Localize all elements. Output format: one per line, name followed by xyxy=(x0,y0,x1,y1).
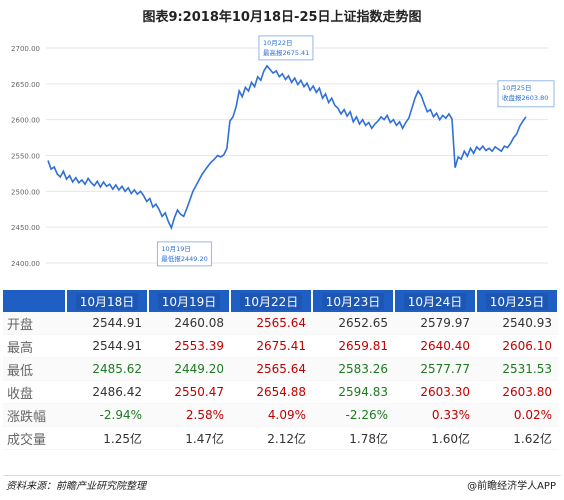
table-cell: 2485.62 xyxy=(66,357,148,381)
table-cell: -2.26% xyxy=(312,403,394,427)
index-table: 10月18日 10月19日 10月22日 10月23日 10月24日 10月25日 开盘 2… xyxy=(3,290,559,450)
index-line xyxy=(47,64,527,231)
row-label: 成交量 xyxy=(3,426,66,450)
table-row: 最低 2485.62 2449.20 2565.64 2583.26 2577.77 253… xyxy=(3,357,558,381)
table-cell: 1.78亿 xyxy=(312,426,394,450)
annotation-date: 10月25日 xyxy=(502,84,532,92)
row-label: 开盘 xyxy=(3,312,66,335)
annotation-label: 最低报2449.20 xyxy=(161,254,207,263)
table-cell: 0.02% xyxy=(476,403,558,427)
y-tick-label: 2700.00 xyxy=(11,45,40,53)
table-cell: 2550.47 xyxy=(148,380,230,404)
column-header-label: 10月18日 xyxy=(75,292,139,310)
footer-divider xyxy=(3,475,561,476)
column-header: 10月23日 xyxy=(312,290,395,312)
row-label: 最高 xyxy=(3,334,66,358)
line-chart: 2400.00 2450.00 2500.00 2550.00 2600.00 2650.… xyxy=(11,35,555,268)
table-cell: 2449.20 xyxy=(148,357,230,381)
column-header: 10月18日 xyxy=(66,290,149,312)
table-cell: 2565.64 xyxy=(230,357,312,381)
table-row: 开盘 2544.91 2460.08 2565.64 2652.65 2579.97 254… xyxy=(3,312,558,335)
y-tick-label: 2650.00 xyxy=(11,81,40,89)
y-tick-label: 2400.00 xyxy=(11,260,40,268)
column-header: 10月25日 xyxy=(476,290,559,312)
y-tick-label: 2500.00 xyxy=(11,188,40,196)
table-row: 成交量 1.25亿 1.47亿 2.12亿 1.78亿 1.60亿 1.62亿 xyxy=(3,426,558,450)
table-corner xyxy=(3,290,67,312)
table-cell: 1.60亿 xyxy=(394,426,476,450)
table-row: 最高 2544.91 2553.39 2675.41 2659.81 2640.40 260… xyxy=(3,334,558,358)
annotation-box xyxy=(258,35,314,61)
table-cell: -2.94% xyxy=(66,403,148,427)
column-header-label: 10月23日 xyxy=(321,292,385,310)
row-label: 收盘 xyxy=(3,380,66,404)
table-cell: 2583.26 xyxy=(312,357,394,381)
table-cell: 4.09% xyxy=(230,403,312,427)
y-tick-label: 2600.00 xyxy=(11,117,40,125)
table-cell: 2.58% xyxy=(148,403,230,427)
annotation-label: 最高报2675.41 xyxy=(263,48,309,57)
table-cell: 2577.77 xyxy=(394,357,476,381)
table-cell: 2594.83 xyxy=(312,380,394,404)
table-cell: 2675.41 xyxy=(230,334,312,358)
table-cell: 2540.93 xyxy=(476,312,558,335)
y-tick-label: 2450.00 xyxy=(11,224,40,232)
table-cell: 2603.30 xyxy=(394,380,476,404)
chart-title: 图表9:2018年10月18日-25日上证指数走势图 xyxy=(142,10,422,25)
table-cell: 1.25亿 xyxy=(66,426,148,450)
annotation-box xyxy=(497,80,555,108)
y-tick-label: 2550.00 xyxy=(11,153,40,161)
table-cell: 2640.40 xyxy=(394,334,476,358)
table-cell: 2544.91 xyxy=(66,334,148,358)
table-cell: 2460.08 xyxy=(148,312,230,335)
brand-watermark: @前瞻经济学人APP xyxy=(467,481,556,492)
row-label: 涨跌幅 xyxy=(3,403,66,427)
table-cell: 2603.80 xyxy=(476,380,558,404)
column-header: 10月19日 xyxy=(148,290,231,312)
column-header-label: 10月19日 xyxy=(157,292,221,310)
table-cell: 2579.97 xyxy=(394,312,476,335)
table-cell: 2606.10 xyxy=(476,334,558,358)
column-header-label: 10月25日 xyxy=(485,292,549,310)
table-cell: 2531.53 xyxy=(476,357,558,381)
table-cell: 2486.42 xyxy=(66,380,148,404)
annotation-date: 10月19日 xyxy=(161,245,191,253)
table-cell: 2544.91 xyxy=(66,312,148,335)
table-cell: 2652.65 xyxy=(312,312,394,335)
table-cell: 2659.81 xyxy=(312,334,394,358)
row-label: 最低 xyxy=(3,357,66,381)
table-cell: 2.12亿 xyxy=(230,426,312,450)
source-note: 资料来源：前瞻产业研究院整理 xyxy=(6,481,146,492)
annotation-label: 收盘报2603.80 xyxy=(502,93,548,102)
column-header: 10月24日 xyxy=(394,290,477,312)
table-cell: 1.47亿 xyxy=(148,426,230,450)
table-cell: 0.33% xyxy=(394,403,476,427)
table-cell: 2553.39 xyxy=(148,334,230,358)
table-cell: 2654.88 xyxy=(230,380,312,404)
column-header-label: 10月24日 xyxy=(403,292,467,310)
column-header: 10月22日 xyxy=(230,290,313,312)
table-row: 涨跌幅 -2.94% 2.58% 4.09% -2.26% 0.33% 0.02% xyxy=(3,403,558,427)
table-cell: 1.62亿 xyxy=(476,426,558,450)
column-header-label: 10月22日 xyxy=(239,292,303,310)
table-row: 收盘 2486.42 2550.47 2654.88 2594.83 2603.30 260… xyxy=(3,380,558,404)
annotation-date: 10月22日 xyxy=(263,39,293,47)
table-cell: 2565.64 xyxy=(230,312,312,335)
annotation-box xyxy=(156,241,212,267)
